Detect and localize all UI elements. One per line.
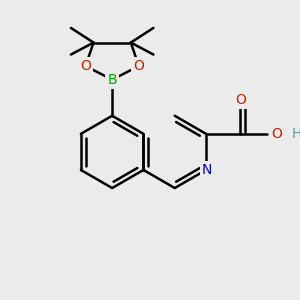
Text: N: N (202, 163, 212, 177)
Text: O: O (134, 59, 144, 73)
Text: O: O (272, 127, 283, 141)
Text: B: B (107, 73, 117, 87)
Text: O: O (80, 59, 91, 73)
Text: H: H (292, 127, 300, 141)
Text: O: O (235, 93, 246, 106)
